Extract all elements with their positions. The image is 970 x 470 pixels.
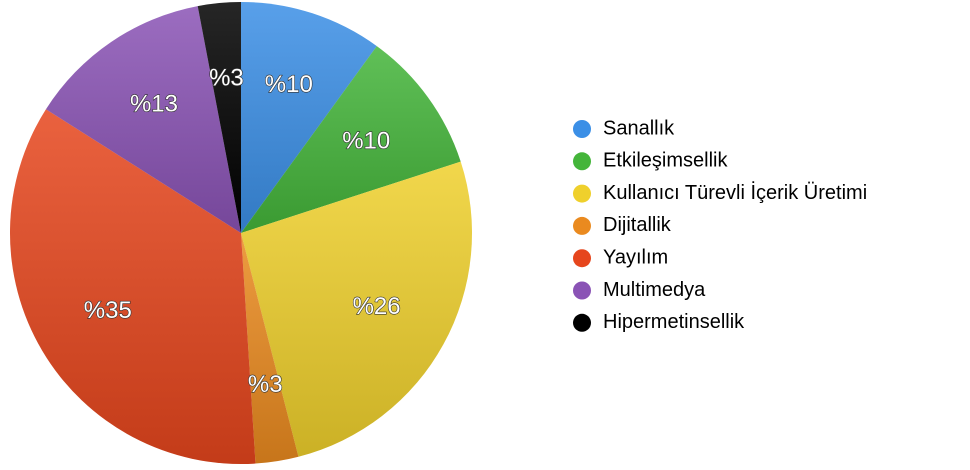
slice-label: %26 [353,293,401,320]
legend-label: Kullanıcı Türevli İçerik Üretimi [603,181,867,204]
legend-label: Multimedya [603,279,706,301]
slice-shade [241,161,473,457]
slice-label: %3 [248,371,283,398]
legend-marker [573,120,591,138]
slice-shade [241,233,299,464]
slice-shade [197,2,241,233]
slice-label: %35 [84,297,132,324]
slice-shade [9,109,256,465]
slice-label: %10 [342,127,390,154]
slice-shade [45,6,241,234]
legend-marker [573,184,591,203]
slice-label: %3 [209,64,244,91]
legend-marker [573,313,591,332]
legend-label: Dijitallik [603,214,672,236]
slice-shade [241,2,377,233]
slice-label: %13 [130,90,178,117]
legend-label: Yayılım [603,246,668,268]
legend-marker [573,249,591,268]
legend-marker [573,216,591,235]
legend-label: Etkileşimsellik [603,150,728,172]
legend-label: Sanallık [603,117,675,139]
slice-shade [241,46,461,234]
legend-label: Hipermetinsellik [603,311,745,333]
slice-label: %10 [265,71,313,98]
legend-marker [573,152,591,171]
legend-marker [573,281,591,300]
